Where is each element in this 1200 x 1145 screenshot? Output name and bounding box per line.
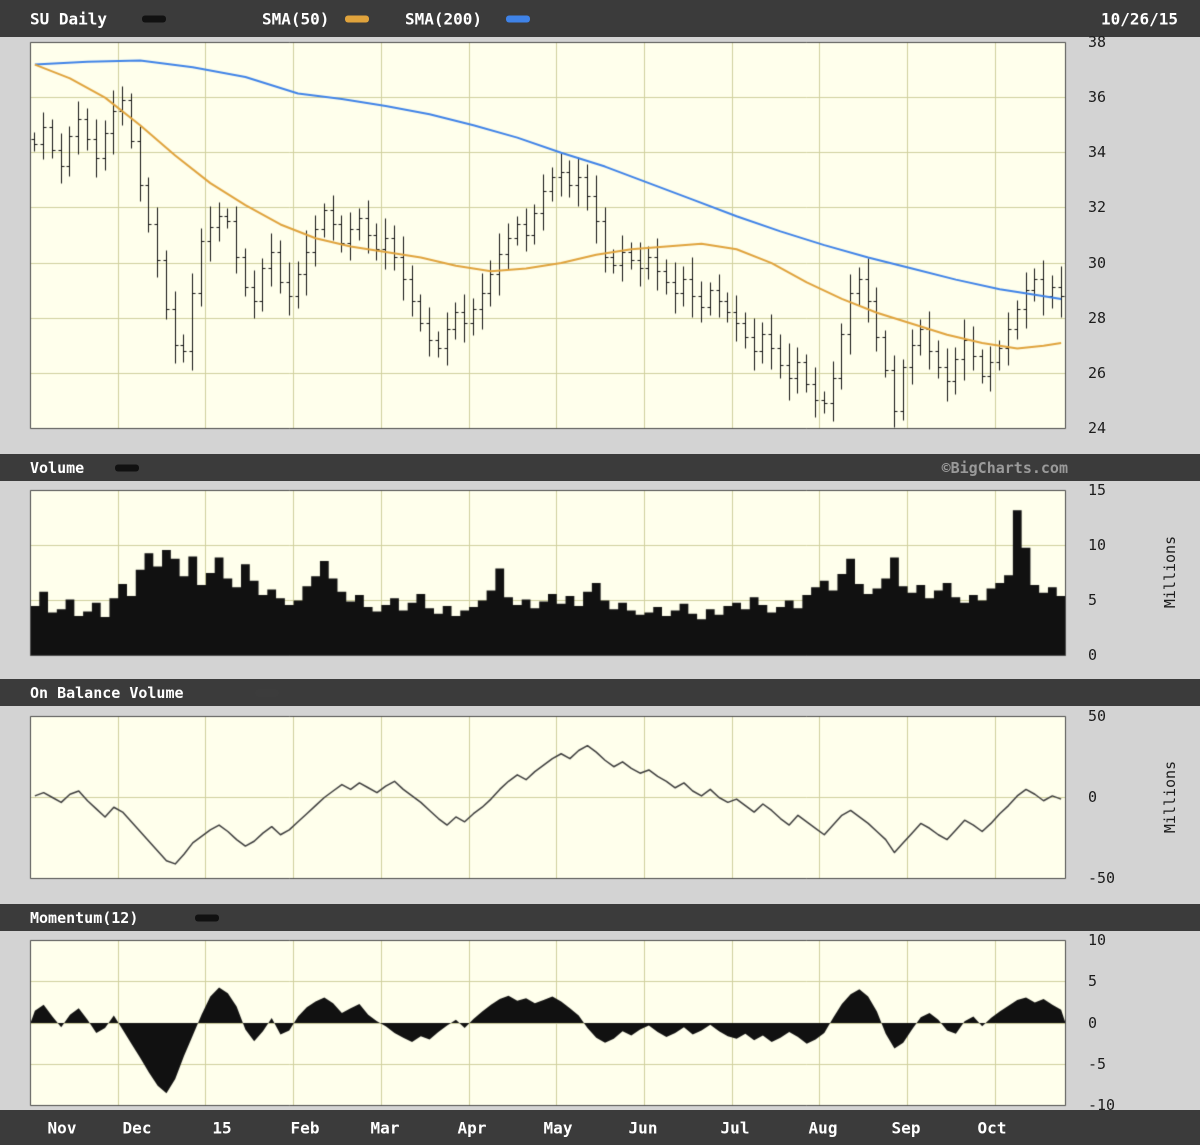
price-axis-tick: 32	[1088, 198, 1107, 216]
legend-sma200-label: SMA(200)	[405, 9, 483, 28]
obv-axis-tick: -50	[1088, 869, 1116, 887]
momentum-axis-tick: -10	[1088, 1096, 1116, 1114]
x-axis-bar: Nov Dec 15 Feb Mar Apr May Jun Jul Aug S…	[0, 1110, 1200, 1145]
obv-axis-tick: 0	[1088, 788, 1098, 806]
obv-unit-label: Millions	[1161, 760, 1179, 834]
momentum-section-header: Momentum(12)	[0, 904, 1200, 931]
price-axis-tick: 34	[1088, 143, 1107, 161]
x-axis-month-label: Mar	[370, 1118, 400, 1137]
obv-series-swatch	[255, 689, 279, 696]
momentum-axis-tick: 5	[1088, 972, 1098, 990]
price-axis-tick: 26	[1088, 364, 1107, 382]
price-series-swatch	[142, 15, 166, 22]
momentum-axis-tick: 10	[1088, 931, 1107, 949]
momentum-axis-tick: 0	[1088, 1014, 1098, 1032]
x-axis-month-label: Feb	[290, 1118, 320, 1137]
momentum-title: Momentum(12)	[30, 908, 139, 927]
volume-unit-label: Millions	[1161, 535, 1179, 609]
x-axis-month-label: Nov	[47, 1118, 77, 1137]
bigcharts-watermark: ©BigCharts.com	[941, 458, 1068, 477]
momentum-series-swatch	[195, 914, 219, 921]
momentum-axis-tick: -5	[1088, 1055, 1107, 1073]
obv-axis-tick: 50	[1088, 707, 1107, 725]
volume-axis-tick: 15	[1088, 481, 1107, 499]
legend-sma50-swatch	[345, 15, 369, 22]
obv-title: On Balance Volume	[30, 683, 184, 702]
x-axis-month-label: Dec	[122, 1118, 152, 1137]
volume-series-swatch	[115, 464, 139, 471]
volume-axis-tick: 10	[1088, 536, 1107, 554]
x-axis-month-label: Apr	[457, 1118, 487, 1137]
price-axis-tick: 38	[1088, 33, 1107, 51]
price-axis-tick: 28	[1088, 309, 1107, 327]
volume-section-header: Volume ©BigCharts.com	[0, 454, 1200, 481]
volume-axis-tick: 0	[1088, 646, 1098, 664]
chart-header-bar: SU Daily SMA(50) SMA(200) 10/26/15	[0, 0, 1200, 37]
x-axis-month-label: Sep	[891, 1118, 921, 1137]
x-axis-month-label: Jun	[628, 1118, 658, 1137]
obv-section-header: On Balance Volume	[0, 679, 1200, 706]
x-axis-month-label: May	[543, 1118, 573, 1137]
x-axis-month-label: Aug	[808, 1118, 838, 1137]
price-axis-tick: 24	[1088, 419, 1107, 437]
legend-sma200-swatch	[506, 15, 530, 22]
symbol-period-label: SU Daily	[30, 9, 108, 28]
x-axis-month-label: 15	[212, 1118, 232, 1137]
volume-axis-tick: 5	[1088, 591, 1098, 609]
volume-title: Volume	[30, 458, 85, 477]
x-axis-month-label: Jul	[720, 1118, 750, 1137]
price-axis-tick: 30	[1088, 254, 1107, 272]
x-axis-month-label: Oct	[977, 1118, 1007, 1137]
price-axis-tick: 36	[1088, 88, 1107, 106]
last-date-label: 10/26/15	[1100, 9, 1178, 28]
legend-sma50-label: SMA(50)	[262, 9, 330, 28]
